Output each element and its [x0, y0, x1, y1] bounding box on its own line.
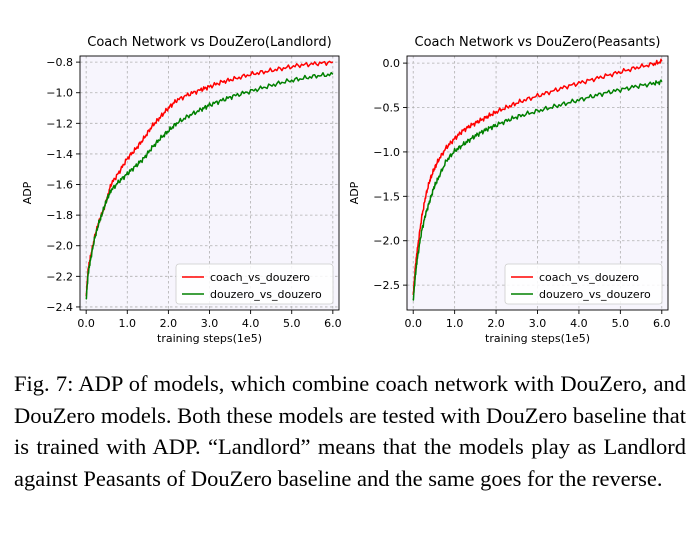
legend-label-coach_vs_douzero: coach_vs_douzero — [210, 271, 310, 284]
x-tick-label: 1.0 — [446, 317, 464, 330]
series-line-douzero_vs_douzero — [412, 79, 663, 301]
y-tick-label: 0.0 — [383, 57, 401, 70]
legend-label-douzero_vs_douzero: douzero_vs_douzero — [210, 288, 322, 301]
y-tick-label: −1.0 — [373, 146, 400, 159]
x-tick-label: 2.0 — [160, 317, 178, 330]
chart-panel-2: 0.0 1.0 2.0 3.0 4.0 5.0 6.0 −2.5 −2.0 −1.5 −1.0 −0.… — [348, 35, 671, 345]
x-tick-label: 3.0 — [201, 317, 219, 330]
y-tick-label: −2.0 — [373, 235, 400, 248]
y-tick-label: −0.5 — [373, 102, 400, 115]
x-tick-label: 5.0 — [612, 317, 630, 330]
y-tick-label: −1.2 — [46, 117, 73, 130]
y-tick-label: −2.4 — [46, 301, 73, 314]
y-tick-label: −2.2 — [46, 270, 73, 283]
x-tick-label: 4.0 — [242, 317, 260, 330]
y-axis-label: ADP — [21, 181, 34, 204]
y-tick-label: −2.5 — [373, 279, 400, 292]
y-tick-label: −1.0 — [46, 87, 73, 100]
y-axis-label: ADP — [348, 181, 361, 204]
y-tick-label: −1.4 — [46, 148, 73, 161]
x-tick-label: 1.0 — [119, 317, 137, 330]
chart-title: Coach Network vs DouZero(Peasants) — [415, 35, 661, 50]
x-tick-label: 6.0 — [324, 317, 342, 330]
x-axis-label: training steps(1e5) — [485, 332, 590, 345]
legend-box — [504, 263, 663, 305]
legend-label-coach_vs_douzero: coach_vs_douzero — [539, 271, 639, 284]
x-tick-label: 4.0 — [570, 317, 588, 330]
y-tick-label: −1.5 — [373, 190, 400, 203]
legend: coach_vs_douzero douzero_vs_douzero — [175, 263, 334, 305]
x-axis-label: training steps(1e5) — [157, 332, 262, 345]
x-tick-label: 2.0 — [487, 317, 505, 330]
x-tick-label: 3.0 — [529, 317, 547, 330]
x-tick-label: 0.0 — [404, 317, 422, 330]
y-tick-label: −0.8 — [46, 56, 73, 69]
y-tick-label: −1.8 — [46, 209, 73, 222]
chart-title: Coach Network vs DouZero(Landlord) — [87, 35, 331, 50]
y-tick-label: −1.6 — [46, 179, 73, 192]
legend-label-douzero_vs_douzero: douzero_vs_douzero — [539, 288, 651, 301]
x-tick-label: 6.0 — [653, 317, 671, 330]
y-tick-label: −2.0 — [46, 240, 73, 253]
legend-box — [175, 263, 334, 305]
figure-caption: Fig. 7: ADP of models, which combine coa… — [14, 371, 686, 491]
series-line-douzero_vs_douzero — [85, 71, 334, 300]
x-tick-label: 0.0 — [77, 317, 95, 330]
legend: coach_vs_douzero douzero_vs_douzero — [504, 263, 663, 305]
series-line-coach_vs_douzero — [412, 58, 663, 295]
figure: 0.0 1.0 2.0 3.0 4.0 5.0 6.0 −2.4 −2.2 −2.0 −1.8 −1.… — [21, 35, 671, 345]
x-tick-label: 5.0 — [283, 317, 301, 330]
chart-panel-1: 0.0 1.0 2.0 3.0 4.0 5.0 6.0 −2.4 −2.2 −2.0 −1.8 −1.… — [21, 35, 342, 345]
